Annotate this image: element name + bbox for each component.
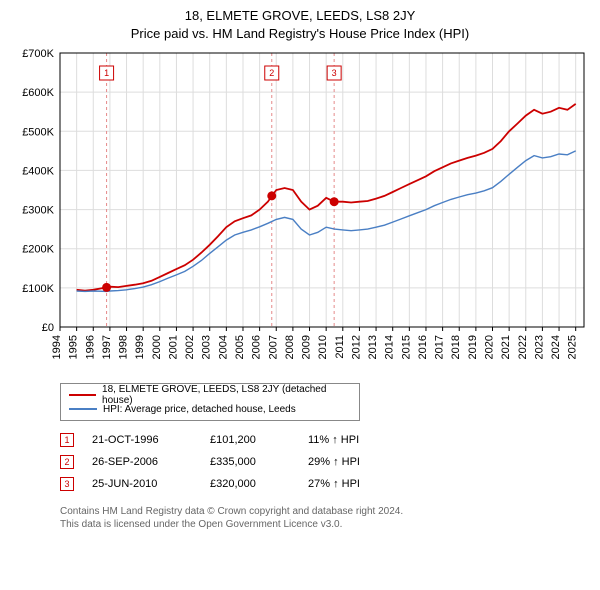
svg-text:£500K: £500K [22,126,54,138]
svg-text:3: 3 [332,68,337,78]
svg-text:1994: 1994 [51,335,63,359]
page-container: 18, ELMETE GROVE, LEEDS, LS8 2JY Price p… [0,0,600,539]
svg-text:2012: 2012 [350,335,362,359]
svg-text:2011: 2011 [334,335,346,359]
address-title: 18, ELMETE GROVE, LEEDS, LS8 2JY [10,8,590,23]
svg-text:£400K: £400K [22,165,54,177]
svg-text:2010: 2010 [317,335,329,359]
svg-text:2023: 2023 [533,335,545,359]
sale-hpi: 29% ↑ HPI [308,456,408,468]
svg-text:2021: 2021 [500,335,512,359]
svg-text:2006: 2006 [251,335,263,359]
svg-text:£100K: £100K [22,283,54,295]
svg-text:2014: 2014 [384,335,396,359]
sale-date: 26-SEP-2006 [92,456,192,468]
legend-label: HPI: Average price, detached house, Leed… [103,404,296,415]
svg-text:2000: 2000 [151,335,163,359]
footer-note: Contains HM Land Registry data © Crown c… [60,505,560,531]
svg-text:2016: 2016 [417,335,429,359]
svg-text:2003: 2003 [201,335,213,359]
svg-text:2004: 2004 [217,335,229,359]
svg-text:2020: 2020 [484,335,496,359]
sale-marker-box: 2 [60,455,74,469]
sales-table: 1 21-OCT-1996 £101,200 11% ↑ HPI 2 26-SEP-200… [60,429,590,495]
sale-price: £101,200 [210,434,290,446]
legend-item: 18, ELMETE GROVE, LEEDS, LS8 2JY (detach… [69,388,351,402]
svg-text:£600K: £600K [22,87,54,99]
svg-text:2008: 2008 [284,335,296,359]
sale-hpi: 27% ↑ HPI [308,478,408,490]
svg-text:2017: 2017 [434,335,446,359]
svg-text:2022: 2022 [517,335,529,359]
sale-price: £335,000 [210,456,290,468]
sale-marker-box: 1 [60,433,74,447]
svg-text:1997: 1997 [101,335,113,359]
svg-text:2009: 2009 [301,335,313,359]
sale-row: 3 25-JUN-2010 £320,000 27% ↑ HPI [60,473,590,495]
legend: 18, ELMETE GROVE, LEEDS, LS8 2JY (detach… [60,383,360,421]
sale-hpi: 11% ↑ HPI [308,434,408,446]
chart-area: £0 £100K £200K £300K £400K £500K £600K £700K 199… [10,47,590,377]
svg-text:2002: 2002 [184,335,196,359]
svg-text:£700K: £700K [22,48,54,60]
svg-text:1999: 1999 [134,335,146,359]
svg-text:1995: 1995 [68,335,80,359]
legend-swatch [69,408,97,410]
svg-text:£200K: £200K [22,244,54,256]
footer-line-2: This data is licensed under the Open Gov… [60,518,560,531]
svg-text:2001: 2001 [167,335,179,359]
svg-text:2018: 2018 [450,335,462,359]
svg-text:1: 1 [104,68,109,78]
svg-text:2013: 2013 [367,335,379,359]
svg-text:2007: 2007 [267,335,279,359]
svg-text:1996: 1996 [84,335,96,359]
svg-text:£300K: £300K [22,205,54,217]
footer-line-1: Contains HM Land Registry data © Crown c… [60,505,560,518]
chart-subtitle: Price paid vs. HM Land Registry's House … [10,26,590,41]
sale-row: 1 21-OCT-1996 £101,200 11% ↑ HPI [60,429,590,451]
sale-row: 2 26-SEP-2006 £335,000 29% ↑ HPI [60,451,590,473]
title-block: 18, ELMETE GROVE, LEEDS, LS8 2JY Price p… [10,8,590,41]
sale-date: 21-OCT-1996 [92,434,192,446]
svg-text:2015: 2015 [400,335,412,359]
svg-text:2024: 2024 [550,335,562,359]
price-chart: £0 £100K £200K £300K £400K £500K £600K £700K 199… [10,47,590,377]
svg-text:1998: 1998 [118,335,130,359]
legend-swatch [69,394,96,396]
svg-text:2019: 2019 [467,335,479,359]
sale-marker-box: 3 [60,477,74,491]
svg-text:2: 2 [269,68,274,78]
sale-date: 25-JUN-2010 [92,478,192,490]
svg-text:£0: £0 [42,322,54,334]
svg-text:2005: 2005 [234,335,246,359]
svg-text:2025: 2025 [567,335,579,359]
sale-price: £320,000 [210,478,290,490]
